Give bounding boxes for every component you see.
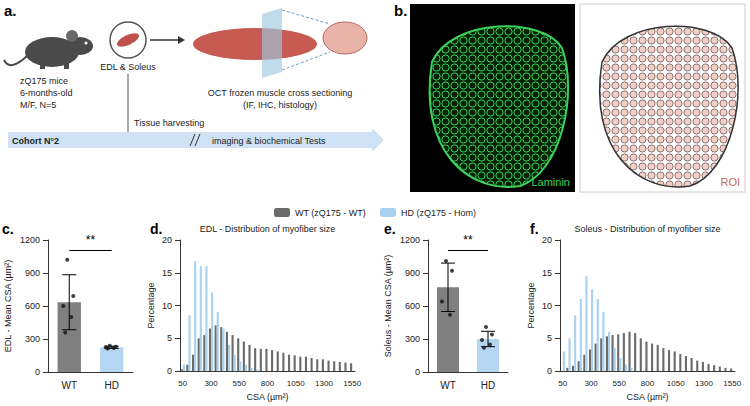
- svg-text:300: 300: [584, 379, 598, 388]
- svg-text:OCT frozen muscle cross sectio: OCT frozen muscle cross sectioning: [208, 88, 352, 98]
- svg-text:300: 300: [405, 334, 420, 344]
- svg-text:0: 0: [415, 367, 420, 377]
- svg-text:CSA (µm²): CSA (µm²): [626, 392, 668, 402]
- svg-text:0: 0: [35, 367, 40, 377]
- svg-text:Laminin: Laminin: [531, 176, 570, 188]
- svg-text:1200: 1200: [400, 235, 420, 245]
- svg-text:ROI: ROI: [720, 176, 740, 188]
- svg-text:15: 15: [542, 268, 552, 278]
- svg-text:1050: 1050: [287, 379, 305, 388]
- svg-text:50: 50: [558, 379, 567, 388]
- svg-text:e.: e.: [384, 221, 396, 237]
- svg-text:WT (zQ175 - WT): WT (zQ175 - WT): [295, 208, 366, 218]
- svg-text:f.: f.: [530, 221, 539, 237]
- svg-text:5: 5: [547, 333, 552, 343]
- svg-text:1550: 1550: [343, 379, 361, 388]
- svg-text:a.: a.: [4, 2, 17, 19]
- svg-text:CSA (µm²): CSA (µm²): [246, 392, 288, 402]
- svg-text:550: 550: [613, 379, 627, 388]
- svg-text:20: 20: [162, 235, 172, 245]
- svg-text:Soleus - Distribution of myofi: Soleus - Distribution of myofiber size: [574, 224, 720, 234]
- svg-text:HD: HD: [481, 380, 495, 391]
- svg-text:800: 800: [261, 379, 275, 388]
- svg-text:5: 5: [167, 333, 172, 343]
- svg-text:300: 300: [25, 334, 40, 344]
- svg-text:300: 300: [204, 379, 218, 388]
- svg-text:Tissue harvesting: Tissue harvesting: [134, 118, 204, 128]
- svg-text:800: 800: [641, 379, 655, 388]
- svg-text:900: 900: [405, 268, 420, 278]
- svg-text:15: 15: [162, 268, 172, 278]
- svg-text:10: 10: [542, 301, 552, 311]
- svg-text:zQ175 mice: zQ175 mice: [20, 76, 68, 86]
- svg-text:Cohort N°2: Cohort N°2: [12, 136, 59, 146]
- svg-text:600: 600: [405, 301, 420, 311]
- svg-text:c.: c.: [2, 221, 14, 237]
- svg-text:Soleus - Mean CSA (µm²): Soleus - Mean CSA (µm²): [383, 255, 393, 358]
- svg-text:imaging & biochemical Tests: imaging & biochemical Tests: [212, 136, 326, 146]
- svg-text:Percentage: Percentage: [526, 283, 536, 329]
- svg-text:600: 600: [25, 301, 40, 311]
- svg-text:0: 0: [547, 366, 552, 376]
- svg-text:d.: d.: [150, 221, 162, 237]
- svg-text:550: 550: [233, 379, 247, 388]
- svg-text:**: **: [463, 233, 473, 247]
- svg-text:1300: 1300: [315, 379, 333, 388]
- svg-text:1300: 1300: [695, 379, 713, 388]
- svg-text:50: 50: [178, 379, 187, 388]
- svg-text:HD: HD: [105, 380, 119, 391]
- svg-text:EDL - Distribution of myofiber: EDL - Distribution of myofiber size: [200, 224, 336, 234]
- svg-text:EDL & Soleus: EDL & Soleus: [100, 62, 156, 72]
- svg-text:0: 0: [167, 366, 172, 376]
- svg-text:10: 10: [162, 301, 172, 311]
- svg-text:900: 900: [25, 268, 40, 278]
- svg-text:M/F, N=5: M/F, N=5: [20, 100, 56, 110]
- svg-text:b.: b.: [394, 2, 407, 19]
- svg-text:1050: 1050: [667, 379, 685, 388]
- svg-text:1200: 1200: [20, 235, 40, 245]
- svg-text:**: **: [86, 233, 96, 247]
- svg-text:HD (zQ175 - Hom): HD (zQ175 - Hom): [401, 208, 476, 218]
- svg-text:WT: WT: [61, 380, 77, 391]
- svg-text:(IF, IHC, histology): (IF, IHC, histology): [243, 100, 317, 110]
- svg-text:WT: WT: [440, 380, 456, 391]
- svg-text:20: 20: [542, 235, 552, 245]
- svg-text:6-months-old: 6-months-old: [20, 88, 73, 98]
- svg-text:Percentage: Percentage: [146, 283, 156, 329]
- svg-text:1550: 1550: [723, 379, 741, 388]
- svg-text:EDL - Mean CSA (µm²): EDL - Mean CSA (µm²): [3, 260, 13, 352]
